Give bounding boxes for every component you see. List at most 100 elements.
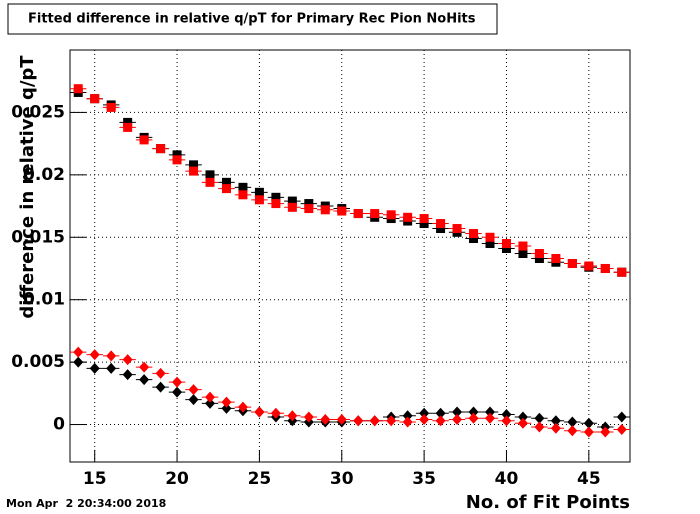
marker <box>485 412 495 424</box>
marker <box>238 190 248 200</box>
marker <box>221 184 231 194</box>
marker <box>287 202 297 212</box>
y-tick-label: 0.01 <box>23 290 65 310</box>
marker <box>501 409 512 421</box>
marker <box>501 415 512 427</box>
marker <box>271 192 281 202</box>
y-tick-label: 0.015 <box>11 227 65 247</box>
marker <box>436 224 446 234</box>
marker <box>254 195 264 205</box>
marker <box>188 394 199 406</box>
marker <box>468 406 479 418</box>
marker <box>189 160 199 170</box>
x-axis-label: No. of Fit Points <box>466 492 630 513</box>
marker <box>370 209 380 219</box>
marker <box>106 102 116 112</box>
marker <box>254 406 265 418</box>
marker <box>303 411 314 423</box>
marker <box>600 263 610 273</box>
marker <box>238 182 248 192</box>
marker <box>402 416 413 428</box>
marker <box>550 415 561 427</box>
marker <box>485 232 495 242</box>
marker <box>517 411 528 423</box>
marker <box>485 406 495 418</box>
timestamp: Mon Apr 2 20:34:00 2018 <box>6 497 166 510</box>
marker <box>123 117 133 127</box>
marker <box>419 219 429 229</box>
marker <box>205 170 215 180</box>
marker <box>188 384 199 396</box>
marker <box>73 346 84 358</box>
title-box <box>7 3 498 35</box>
marker <box>567 425 578 437</box>
marker <box>254 187 264 197</box>
marker <box>551 253 561 263</box>
marker <box>518 241 528 251</box>
marker <box>517 417 528 429</box>
marker <box>155 367 166 379</box>
marker <box>287 196 297 206</box>
marker <box>435 415 446 427</box>
marker <box>584 261 594 271</box>
marker <box>403 212 413 222</box>
marker <box>139 361 150 373</box>
marker <box>600 426 611 438</box>
marker <box>155 381 166 393</box>
marker <box>172 376 183 388</box>
marker <box>139 374 150 386</box>
marker <box>221 177 231 187</box>
marker <box>287 410 298 422</box>
marker <box>89 362 100 374</box>
x-tick-label: 20 <box>165 469 189 489</box>
marker <box>436 219 446 229</box>
marker <box>172 386 183 398</box>
marker <box>369 415 380 427</box>
marker <box>583 417 594 429</box>
marker <box>616 411 627 423</box>
marker <box>237 401 248 413</box>
marker <box>122 369 133 381</box>
marker <box>616 424 627 436</box>
marker <box>221 402 232 414</box>
marker <box>90 94 100 104</box>
marker <box>469 234 479 244</box>
x-tick-label: 30 <box>330 469 354 489</box>
marker <box>452 414 463 426</box>
marker <box>156 144 166 154</box>
marker <box>106 350 117 362</box>
marker <box>205 177 215 187</box>
plot-frame <box>69 49 631 463</box>
marker <box>336 414 347 426</box>
marker <box>452 406 463 418</box>
marker <box>386 415 397 427</box>
marker <box>468 412 479 424</box>
marker <box>518 249 528 259</box>
marker <box>172 155 182 165</box>
y-axis-label: difference in relative q/pT <box>17 55 38 319</box>
marker <box>534 249 544 259</box>
marker <box>320 205 330 215</box>
marker <box>419 414 430 426</box>
marker <box>172 150 182 160</box>
marker <box>320 414 331 426</box>
marker <box>353 415 364 427</box>
chart-title: Fitted difference in relative q/pT for P… <box>28 12 476 27</box>
marker <box>189 166 199 176</box>
marker <box>271 199 281 209</box>
marker <box>567 416 578 428</box>
marker <box>534 253 544 263</box>
marker <box>419 407 430 419</box>
marker <box>501 244 511 254</box>
x-tick-label: 15 <box>83 469 107 489</box>
marker <box>583 426 594 438</box>
marker <box>73 356 84 368</box>
marker <box>353 209 363 219</box>
y-tick-label: 0.005 <box>11 352 65 372</box>
y-tick-label: 0 <box>53 415 65 435</box>
marker <box>501 239 511 249</box>
marker <box>139 135 149 145</box>
x-tick-label: 35 <box>412 469 436 489</box>
marker <box>337 206 347 216</box>
